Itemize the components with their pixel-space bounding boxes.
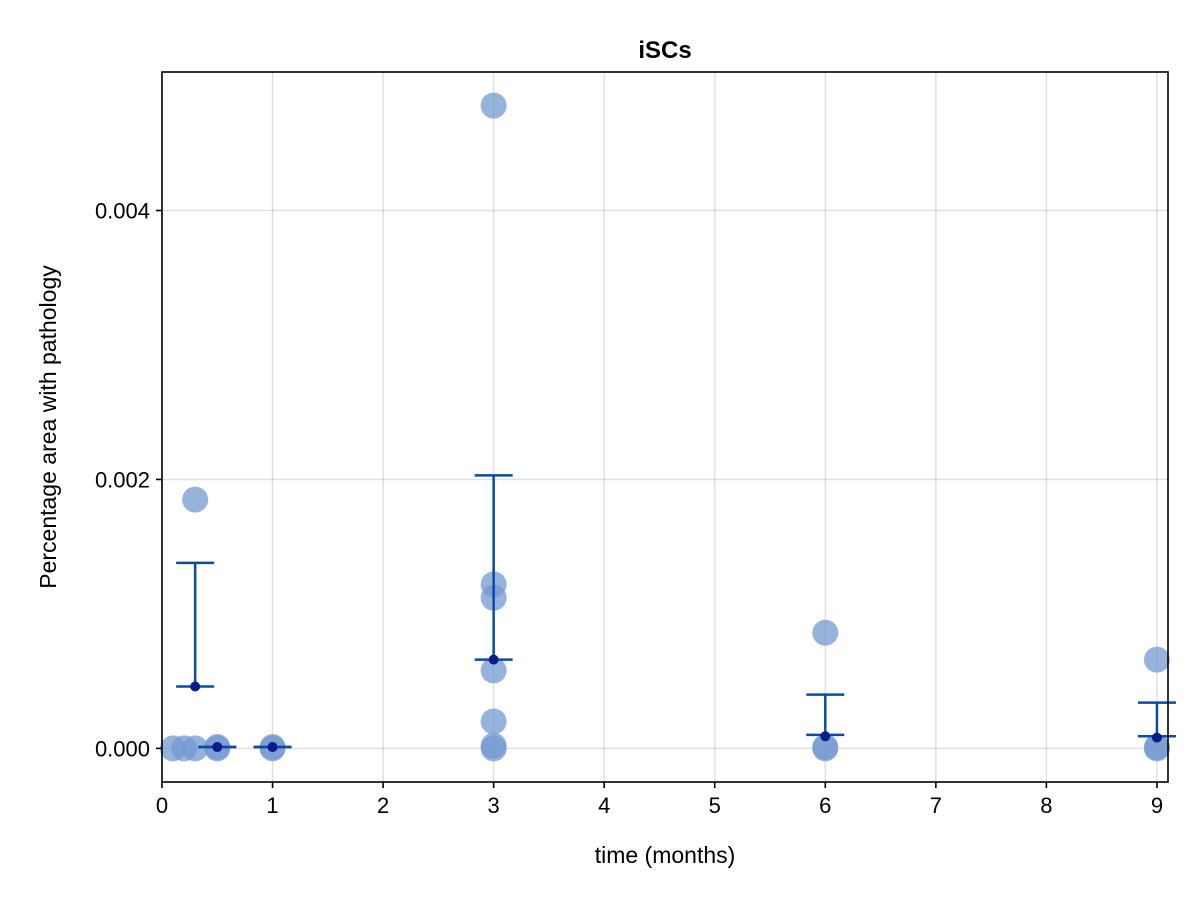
x-tick-label: 0: [156, 793, 168, 818]
data-point: [1143, 734, 1170, 761]
mean-marker: [212, 742, 223, 753]
y-axis-ticks: 0.000 0.002 0.004: [95, 199, 162, 761]
data-points: [160, 92, 1170, 762]
x-tick-label: 8: [1040, 793, 1052, 818]
x-tick-label: 9: [1151, 793, 1163, 818]
x-axis-label: time (months): [595, 842, 736, 868]
x-tick-label: 3: [488, 793, 500, 818]
y-axis-label: Percentage area with pathology: [35, 265, 61, 589]
y-tick-label: 0.002: [95, 467, 150, 492]
data-point: [1143, 646, 1170, 673]
mean-marker: [488, 654, 499, 665]
data-point: [480, 732, 507, 759]
y-tick-label: 0.000: [95, 736, 150, 761]
chart-title: iSCs: [638, 37, 691, 64]
x-tick-label: 2: [377, 793, 389, 818]
x-tick-label: 5: [709, 793, 721, 818]
data-point: [182, 735, 209, 762]
data-point: [480, 92, 507, 119]
data-point: [812, 734, 839, 761]
y-tick-label: 0.004: [95, 199, 150, 224]
x-tick-label: 6: [819, 793, 831, 818]
data-point: [182, 486, 209, 513]
grid-lines: [161, 72, 1168, 782]
x-tick-label: 1: [266, 793, 278, 818]
x-tick-label: 7: [930, 793, 942, 818]
data-point: [480, 657, 507, 684]
x-axis-ticks: 0 1 2 3 4 5 6 7 8 9: [156, 782, 1163, 818]
error-bars: [176, 474, 1176, 753]
data-point: [812, 619, 839, 646]
mean-marker: [267, 742, 278, 753]
mean-marker: [190, 681, 201, 692]
x-tick-label: 4: [598, 793, 610, 818]
data-point: [480, 708, 507, 735]
mean-marker: [820, 731, 831, 742]
plot-frame: [161, 71, 1169, 783]
mean-marker: [1151, 732, 1162, 743]
